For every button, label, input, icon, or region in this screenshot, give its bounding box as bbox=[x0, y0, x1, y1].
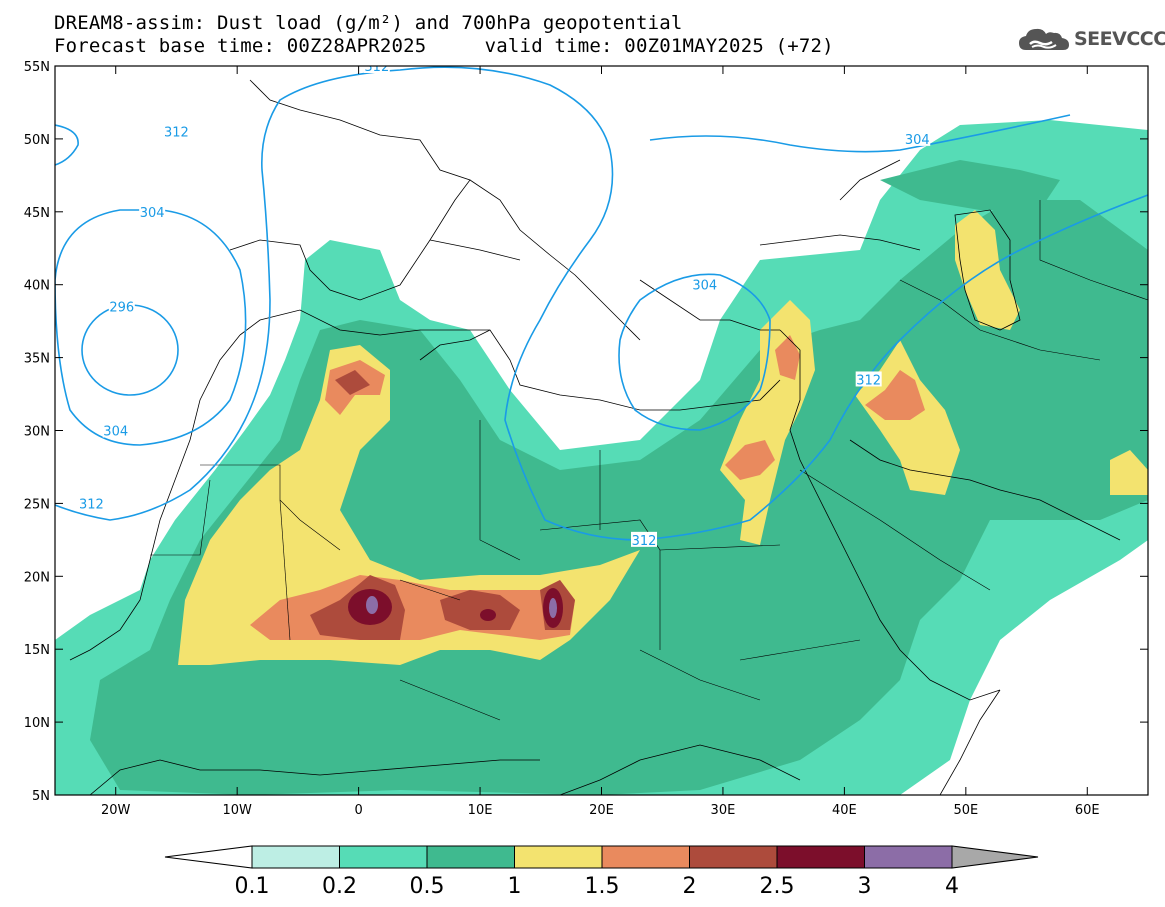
lon-tick-label: 20E bbox=[589, 803, 614, 818]
lat-tick-label: 40N bbox=[24, 279, 50, 294]
colorbar-segment bbox=[864, 845, 953, 869]
lat-tick-label: 5N bbox=[32, 789, 50, 804]
lon-tick-label: 40E bbox=[832, 803, 857, 818]
contour-label-bg bbox=[691, 276, 718, 292]
contour-label: 312 bbox=[79, 497, 104, 512]
colorbar-segment bbox=[426, 845, 515, 869]
colorbar-level-label: 2 bbox=[683, 874, 697, 899]
contour-label-bg bbox=[108, 298, 135, 314]
coastlines bbox=[69, 79, 1121, 795]
contour-label: 312 bbox=[856, 373, 881, 388]
colorbar-level-label: 0.5 bbox=[410, 874, 445, 899]
colorbar-segment bbox=[251, 845, 340, 869]
lat-tick-label: 10N bbox=[24, 716, 50, 731]
lat-tick-label: 30N bbox=[24, 425, 50, 440]
contour-label: 304 bbox=[692, 279, 717, 294]
forecast-time-label: Forecast base time: 00Z28APR2025 valid t… bbox=[54, 35, 834, 57]
map-title: DREAM8-assim: Dust load (g/m²) and 700hP… bbox=[54, 12, 683, 34]
lat-tick-label: 35N bbox=[24, 352, 50, 367]
contour-label-bg bbox=[855, 371, 882, 387]
colorbar-segment bbox=[689, 845, 778, 869]
contour-label: 304 bbox=[905, 133, 930, 148]
colorbar-segment bbox=[601, 845, 690, 869]
colorbar-level-label: 2.5 bbox=[760, 874, 795, 899]
cloud-icon bbox=[1019, 28, 1069, 50]
colorbar-level-label: 3 bbox=[858, 874, 872, 899]
colorbar: 0.1 0.2 0.5 1 1.5 2 2.5 3 4 bbox=[164, 845, 1039, 899]
colorbar-over-triangle bbox=[951, 845, 1039, 869]
contour-label: 312 bbox=[364, 60, 389, 75]
dust-level-2-5 bbox=[348, 588, 563, 628]
colorbar-under-triangle bbox=[164, 845, 253, 869]
seevccc-logo: SEEVCCC bbox=[1018, 26, 1165, 52]
colorbar-level-label: 1 bbox=[508, 874, 522, 899]
contour-label-bg bbox=[363, 66, 390, 73]
contour-label: 296 bbox=[109, 301, 134, 316]
axis-ticks: 20W 10W 0 10E 20E 30E 40E 50E 60E 5N 10N 15N 20N 25N 3… bbox=[24, 60, 1148, 818]
map-area: 312 312 304 296 304 312 304 304 312 312 bbox=[55, 60, 1148, 795]
lat-tick-label: 55N bbox=[24, 60, 50, 75]
lon-tick-label: 10E bbox=[468, 803, 493, 818]
colorbar-segment bbox=[514, 845, 603, 869]
contour-label-bg bbox=[102, 422, 129, 438]
contour-labels: 312 312 304 296 304 312 304 304 312 312 bbox=[78, 60, 931, 549]
lon-tick-label: 0 bbox=[354, 803, 362, 818]
colorbar-level-label: 0.1 bbox=[235, 874, 270, 899]
colorbar-segment bbox=[776, 845, 865, 869]
country-borders bbox=[150, 200, 1148, 721]
lat-tick-label: 50N bbox=[24, 133, 50, 148]
colorbar-level-label: 4 bbox=[945, 874, 959, 899]
lat-tick-label: 45N bbox=[24, 206, 50, 221]
contour-label-bg bbox=[78, 495, 105, 511]
lon-tick-label: 50E bbox=[953, 803, 978, 818]
logo-text: SEEVCCC bbox=[1074, 28, 1165, 50]
lon-tick-label: 10W bbox=[222, 803, 252, 818]
contour-label-bg bbox=[904, 130, 931, 146]
contour-label-bg bbox=[163, 123, 190, 139]
lon-tick-label: 20W bbox=[101, 803, 131, 818]
lon-tick-label: 30E bbox=[711, 803, 736, 818]
lon-tick-label: 60E bbox=[1075, 803, 1100, 818]
contour-label-bg bbox=[139, 203, 166, 219]
contour-label: 304 bbox=[103, 425, 128, 440]
colorbar-level-label: 1.5 bbox=[585, 874, 620, 899]
contour-label-bg bbox=[631, 531, 658, 547]
contour-label: 304 bbox=[140, 206, 165, 221]
colorbar-segment bbox=[339, 845, 428, 869]
lat-tick-label: 25N bbox=[24, 497, 50, 512]
lat-tick-label: 20N bbox=[24, 570, 50, 585]
contour-label: 312 bbox=[632, 534, 657, 549]
colorbar-level-label: 0.2 bbox=[322, 874, 357, 899]
lat-tick-label: 15N bbox=[24, 643, 50, 658]
contour-label: 312 bbox=[164, 126, 189, 141]
